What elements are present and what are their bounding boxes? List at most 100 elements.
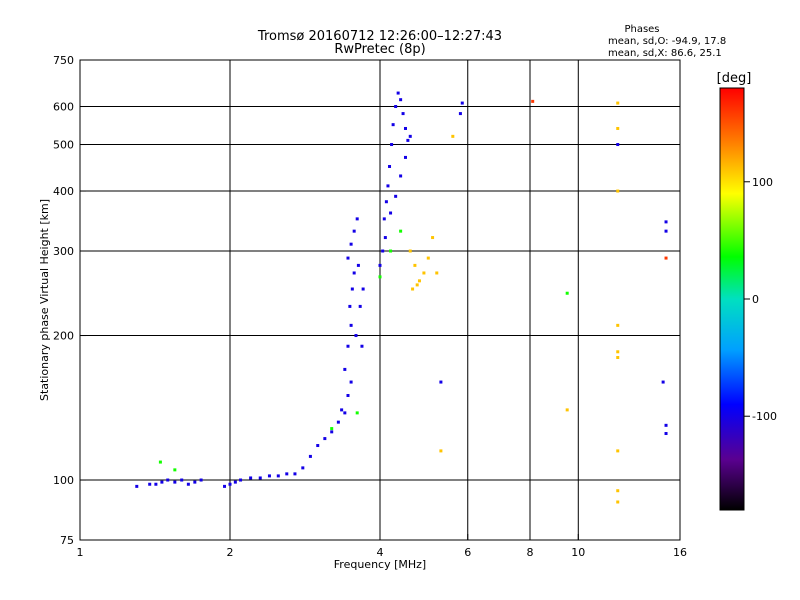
data-point (664, 229, 668, 233)
data-point (616, 101, 620, 105)
data-point (661, 380, 665, 384)
data-point (308, 454, 312, 458)
colorbar-tick-label: 0 (752, 293, 759, 306)
data-point (355, 217, 359, 221)
data-point (390, 143, 394, 147)
data-point (293, 472, 297, 476)
x-tick-label: 16 (673, 546, 687, 559)
y-axis-label: Stationary phase Virtual Height [km] (38, 199, 51, 401)
x-tick-label: 8 (527, 546, 534, 559)
data-point (223, 484, 227, 488)
data-point (249, 476, 253, 480)
data-point (413, 263, 417, 267)
data-point (378, 263, 382, 267)
data-point (166, 478, 170, 482)
data-point (399, 229, 403, 233)
data-point (154, 482, 158, 486)
data-point (435, 271, 439, 275)
data-point (160, 480, 164, 484)
data-point (384, 200, 388, 204)
x-tick-label: 6 (464, 546, 471, 559)
data-point (343, 367, 347, 371)
data-point (399, 98, 403, 102)
data-point (349, 380, 353, 384)
data-points (135, 91, 668, 504)
colorbar (719, 87, 745, 511)
data-point (361, 287, 365, 291)
chart-title: Tromsø 20160712 12:26:00–12:27:43 (257, 29, 502, 44)
data-point (301, 466, 305, 470)
data-point (406, 138, 410, 142)
data-point (664, 220, 668, 224)
phase-stats-o: mean, sd,O: -94.9, 17.8 (608, 36, 726, 47)
data-point (336, 420, 340, 424)
phase-stats-title: Phases (624, 24, 659, 35)
data-point (352, 271, 356, 275)
data-point (186, 482, 190, 486)
data-point (352, 229, 356, 233)
data-point (451, 134, 455, 138)
data-point (386, 184, 390, 188)
phase-stats-x: mean, sd,X: 86.6, 25.1 (608, 48, 722, 59)
data-point (616, 489, 620, 493)
data-point (616, 350, 620, 354)
data-point (330, 427, 334, 431)
data-point (360, 344, 364, 348)
data-point (358, 304, 362, 308)
x-tick-label: 2 (227, 546, 234, 559)
data-point (158, 460, 162, 464)
data-point (531, 99, 535, 103)
y-tick-label: 500 (53, 139, 74, 152)
colorbar-tick-label: -100 (752, 410, 777, 423)
data-point (354, 334, 358, 338)
data-point (355, 411, 359, 415)
x-axis-ticks: 1 2 4 6 8 10 16 (77, 534, 687, 559)
y-tick-label: 75 (60, 534, 74, 547)
data-point (403, 155, 407, 159)
data-point (422, 271, 426, 275)
data-point (391, 123, 395, 127)
data-point (439, 449, 443, 453)
data-point (439, 380, 443, 384)
data-point (664, 432, 668, 436)
data-point (408, 134, 412, 138)
y-tick-label: 400 (53, 185, 74, 198)
colorbar-tick-label: 100 (752, 176, 773, 189)
data-point (388, 164, 392, 168)
data-point (330, 430, 334, 434)
data-point (348, 304, 352, 308)
data-point (346, 256, 350, 260)
data-point (616, 143, 620, 147)
data-point (399, 174, 403, 178)
data-point (199, 478, 203, 482)
data-point (233, 480, 237, 484)
data-point (378, 275, 382, 279)
y-tick-label: 100 (53, 474, 74, 487)
data-point (349, 323, 353, 327)
y-tick-label: 600 (53, 101, 74, 114)
data-point (346, 394, 350, 398)
data-point (173, 468, 177, 472)
data-point (417, 279, 421, 283)
data-point (382, 217, 386, 221)
data-point (664, 423, 668, 427)
data-point (415, 283, 419, 287)
data-point (616, 500, 620, 504)
data-point (565, 291, 569, 295)
y-tick-label: 200 (53, 330, 74, 343)
data-point (616, 189, 620, 193)
data-point (431, 236, 435, 240)
data-point (340, 408, 344, 412)
data-point (664, 256, 668, 260)
data-point (350, 287, 354, 291)
colorbar-label: [deg] (717, 71, 752, 86)
data-point (458, 112, 462, 116)
data-point (276, 474, 280, 478)
data-point (408, 249, 412, 253)
data-point (180, 478, 184, 482)
x-axis-label: Frequency [MHz] (334, 558, 426, 571)
data-point (148, 482, 152, 486)
data-point (616, 355, 620, 359)
x-tick-label: 1 (77, 546, 84, 559)
